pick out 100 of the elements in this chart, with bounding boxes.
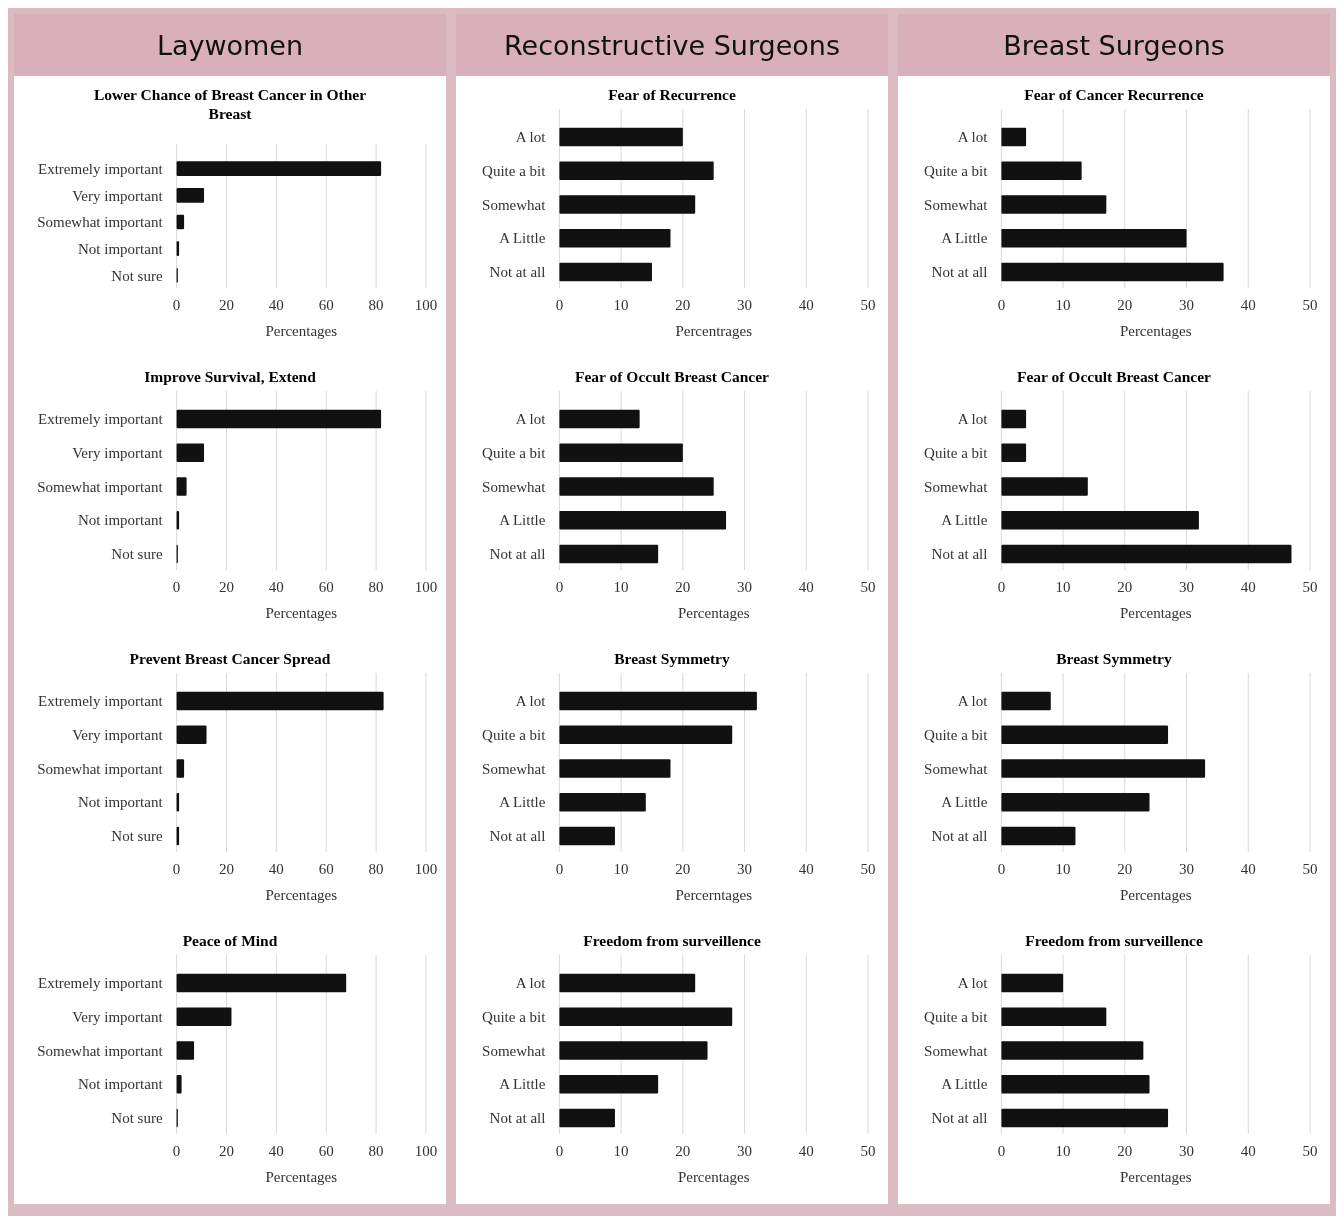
bar <box>559 195 696 214</box>
x-axis-title: Percentages <box>265 605 338 621</box>
x-axis-title: Percentages <box>1119 605 1192 621</box>
x-axis-title: Percentages <box>1119 887 1192 903</box>
x-tick-label: 50 <box>1302 579 1318 595</box>
bar <box>559 1041 708 1060</box>
bar <box>559 228 671 248</box>
x-tick-label: 100 <box>414 297 438 313</box>
y-tick-label: Not at all <box>931 1110 988 1127</box>
bar <box>176 443 205 463</box>
bar <box>1001 1007 1107 1027</box>
y-tick-label: Not at all <box>931 546 988 563</box>
bar <box>559 127 683 147</box>
x-tick-label: 20 <box>218 1143 234 1159</box>
y-tick-label: A lot <box>957 129 989 146</box>
x-tick-label: 50 <box>860 297 876 313</box>
bar <box>176 161 382 176</box>
x-tick-label: 40 <box>1240 1143 1256 1159</box>
x-tick-label: 20 <box>1117 579 1133 595</box>
bar <box>176 725 207 745</box>
y-tick-label: Quite a bit <box>482 1009 547 1026</box>
x-tick-label: 40 <box>268 1143 284 1159</box>
x-tick-label: 50 <box>860 861 876 877</box>
y-tick-label: Somewhat <box>482 760 547 777</box>
chart-title: Improve Survival, Extend <box>144 368 317 385</box>
bar <box>1001 1074 1150 1094</box>
y-tick-label: Quite a bit <box>482 445 547 462</box>
bar <box>176 1074 182 1094</box>
bar <box>559 510 727 530</box>
y-tick-label: A Little <box>499 1076 546 1093</box>
bar <box>1001 826 1076 846</box>
x-tick-label: 50 <box>1302 297 1318 313</box>
y-tick-label: Not sure <box>111 267 163 284</box>
x-tick-label: 0 <box>997 297 1006 313</box>
x-axis-title: Percentages <box>677 1169 750 1185</box>
x-axis-title: Percentages <box>265 887 338 903</box>
x-axis-title: Percentages <box>265 1169 338 1185</box>
y-tick-label: A Little <box>941 1076 988 1093</box>
y-tick-label: Not at all <box>489 546 546 563</box>
x-tick-label: 10 <box>1055 297 1071 313</box>
chart-title: Prevent Breast Cancer Spread <box>129 650 331 667</box>
x-tick-label: 30 <box>1179 579 1195 595</box>
bar <box>1001 1108 1169 1128</box>
bar <box>176 759 185 778</box>
y-tick-label: A lot <box>515 975 547 992</box>
chart-title: Fear of Cancer Recurrence <box>1024 86 1204 103</box>
y-tick-label: A lot <box>957 411 989 428</box>
x-tick-label: 10 <box>1055 861 1071 877</box>
y-tick-label: Quite a bit <box>924 163 989 180</box>
y-tick-label: Not at all <box>489 1110 546 1127</box>
chart-title: Breast Symmetry <box>1056 650 1172 667</box>
bar <box>176 691 384 711</box>
x-tick-label: 30 <box>1179 861 1195 877</box>
chart-title: Freedom from surveillence <box>583 932 761 949</box>
bar <box>559 1007 733 1027</box>
x-tick-label: 40 <box>1240 297 1256 313</box>
y-tick-label: A lot <box>515 693 547 710</box>
bar <box>1001 262 1224 282</box>
bar <box>1001 759 1206 778</box>
x-tick-label: 40 <box>268 297 284 313</box>
bar <box>1001 544 1292 564</box>
chart-title: Peace of Mind <box>182 932 278 949</box>
bar <box>559 691 757 711</box>
bar <box>1001 228 1187 248</box>
y-tick-label: Not sure <box>111 546 163 563</box>
bar <box>1001 792 1150 812</box>
y-tick-label: Not important <box>78 512 164 529</box>
x-tick-label: 30 <box>737 297 753 313</box>
x-tick-label: 20 <box>1117 297 1133 313</box>
y-tick-label: Very important <box>72 445 164 462</box>
x-tick-label: 10 <box>613 1143 629 1159</box>
x-tick-label: 0 <box>997 579 1006 595</box>
y-tick-label: A lot <box>957 693 989 710</box>
x-tick-label: 20 <box>1117 1143 1133 1159</box>
bar <box>176 973 347 993</box>
x-tick-label: 0 <box>997 1143 1006 1159</box>
x-tick-label: 20 <box>675 297 691 313</box>
y-tick-label: Somewhat important <box>37 1042 164 1059</box>
x-tick-label: 0 <box>555 1143 564 1159</box>
x-tick-label: 20 <box>218 579 234 595</box>
bar <box>559 161 714 181</box>
x-tick-label: 80 <box>368 1143 384 1159</box>
bar <box>559 477 714 496</box>
bar <box>559 826 615 846</box>
text: Breast Surgeons <box>1003 30 1225 61</box>
bar <box>1001 973 1064 993</box>
x-tick-label: 60 <box>318 1143 334 1159</box>
x-axis-title: Percentages <box>677 605 750 621</box>
x-tick-label: 50 <box>1302 861 1318 877</box>
x-tick-label: 100 <box>414 861 438 877</box>
x-tick-label: 0 <box>172 579 181 595</box>
x-axis-title: Percentages <box>1119 323 1192 339</box>
bar <box>559 1108 615 1128</box>
x-tick-label: 20 <box>1117 861 1133 877</box>
bar <box>1001 510 1199 530</box>
y-tick-label: Not at all <box>931 264 988 281</box>
x-tick-label: 20 <box>675 579 691 595</box>
y-tick-label: A lot <box>515 411 547 428</box>
x-tick-label: 30 <box>1179 297 1195 313</box>
y-tick-label: Not sure <box>111 828 163 845</box>
